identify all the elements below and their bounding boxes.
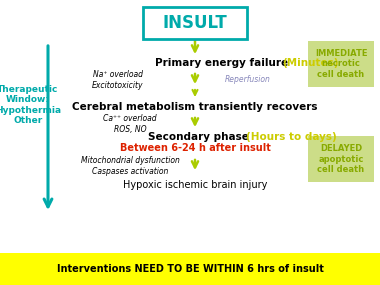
Text: Na⁺ overload
Excitotoxicity: Na⁺ overload Excitotoxicity bbox=[92, 70, 144, 90]
Text: Cerebral metabolism transiently recovers: Cerebral metabolism transiently recovers bbox=[72, 102, 318, 112]
Text: Ca⁺⁺ overload
ROS, NO: Ca⁺⁺ overload ROS, NO bbox=[103, 114, 157, 134]
FancyBboxPatch shape bbox=[308, 41, 374, 87]
Text: INSULT: INSULT bbox=[163, 14, 227, 32]
FancyBboxPatch shape bbox=[308, 136, 374, 182]
Text: (Minutes): (Minutes) bbox=[282, 58, 339, 68]
Text: (Hours to days): (Hours to days) bbox=[246, 132, 337, 142]
Text: Between 6-24 h after insult: Between 6-24 h after insult bbox=[120, 143, 271, 153]
Text: Interventions NEED TO BE WITHIN 6 hrs of insult: Interventions NEED TO BE WITHIN 6 hrs of… bbox=[57, 264, 323, 274]
Text: Reperfusion: Reperfusion bbox=[225, 76, 271, 84]
FancyBboxPatch shape bbox=[0, 253, 380, 285]
Text: Therapeutic
Window:
Hypothermia
Other: Therapeutic Window: Hypothermia Other bbox=[0, 85, 61, 125]
Text: IMMEDIATE
necrotic
cell death: IMMEDIATE necrotic cell death bbox=[315, 49, 367, 79]
Text: Hypoxic ischemic brain injury: Hypoxic ischemic brain injury bbox=[123, 180, 267, 190]
Text: Primary energy failure: Primary energy failure bbox=[155, 58, 292, 68]
Text: Mitochondrial dysfunction
Caspases activation: Mitochondrial dysfunction Caspases activ… bbox=[81, 156, 179, 176]
FancyBboxPatch shape bbox=[0, 0, 380, 253]
Text: DELAYED
apoptotic
cell death: DELAYED apoptotic cell death bbox=[317, 144, 364, 174]
Text: Secondary phase: Secondary phase bbox=[148, 132, 252, 142]
FancyBboxPatch shape bbox=[143, 7, 247, 39]
